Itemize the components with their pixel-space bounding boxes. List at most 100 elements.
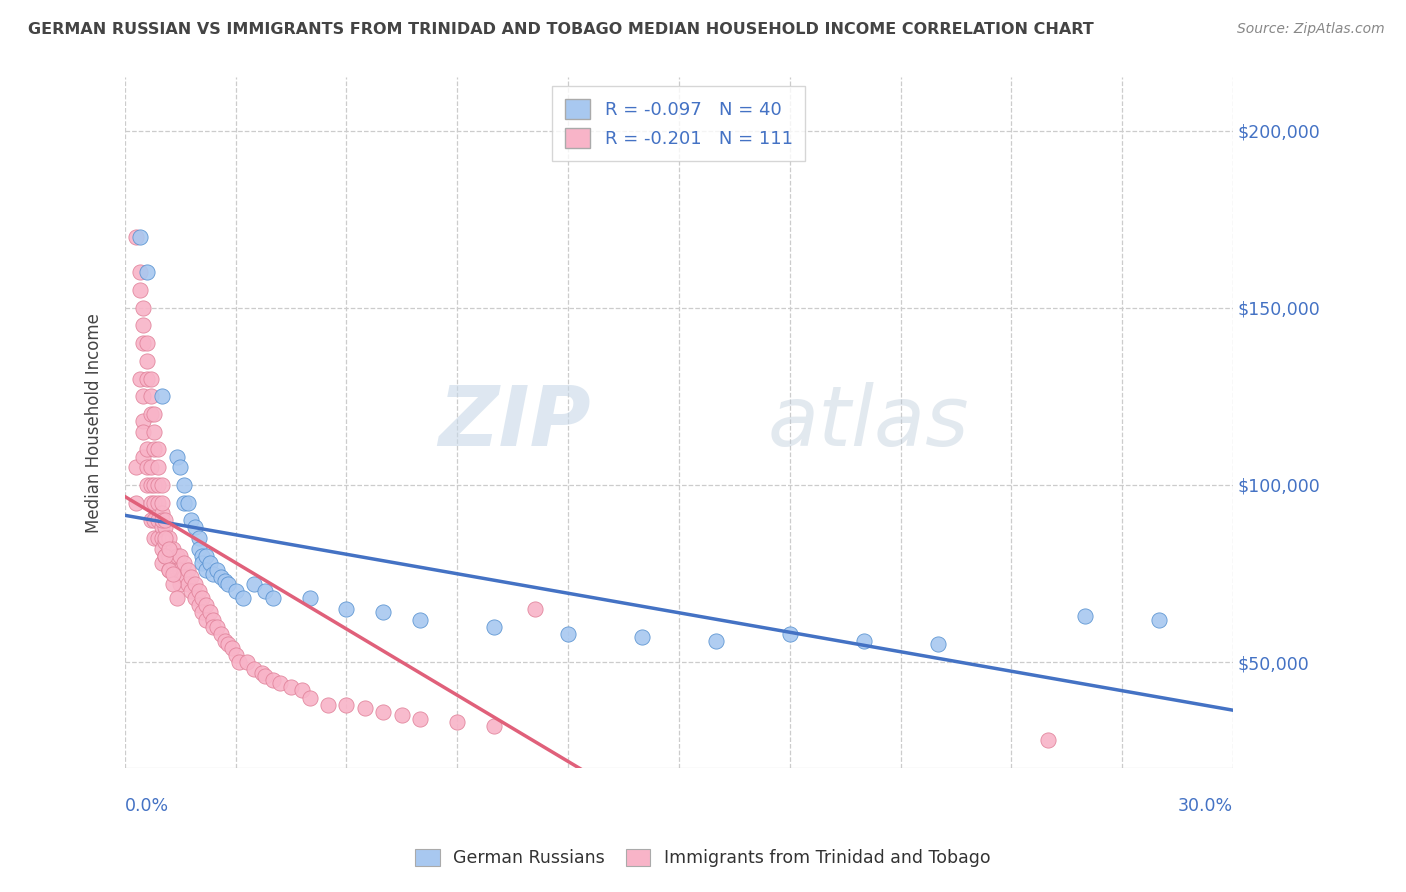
- Point: [225, 648, 247, 662]
- Point: [150, 506, 173, 520]
- Point: [191, 549, 214, 563]
- Point: [446, 715, 468, 730]
- Point: [132, 318, 155, 333]
- Text: 30.0%: 30.0%: [1178, 797, 1233, 814]
- Point: [262, 591, 284, 606]
- Point: [162, 577, 184, 591]
- Point: [173, 570, 195, 584]
- Point: [779, 626, 801, 640]
- Point: [136, 336, 159, 351]
- Point: [125, 460, 148, 475]
- Point: [150, 495, 173, 509]
- Point: [202, 620, 225, 634]
- Point: [166, 563, 188, 577]
- Point: [143, 442, 166, 457]
- Point: [146, 460, 169, 475]
- Point: [187, 584, 209, 599]
- Point: [176, 577, 198, 591]
- Point: [176, 563, 198, 577]
- Point: [162, 566, 184, 581]
- Text: GERMAN RUSSIAN VS IMMIGRANTS FROM TRINIDAD AND TOBAGO MEDIAN HOUSEHOLD INCOME CO: GERMAN RUSSIAN VS IMMIGRANTS FROM TRINID…: [28, 22, 1094, 37]
- Point: [191, 606, 214, 620]
- Point: [139, 478, 162, 492]
- Point: [852, 633, 875, 648]
- Point: [139, 407, 162, 421]
- Point: [157, 563, 180, 577]
- Point: [136, 460, 159, 475]
- Point: [146, 495, 169, 509]
- Point: [228, 655, 250, 669]
- Point: [214, 633, 236, 648]
- Point: [150, 513, 173, 527]
- Point: [143, 478, 166, 492]
- Point: [187, 541, 209, 556]
- Point: [143, 425, 166, 439]
- Point: [180, 570, 202, 584]
- Point: [143, 531, 166, 545]
- Point: [184, 577, 207, 591]
- Point: [136, 265, 159, 279]
- Point: [291, 683, 314, 698]
- Point: [205, 620, 228, 634]
- Point: [136, 442, 159, 457]
- Point: [232, 591, 254, 606]
- Point: [184, 520, 207, 534]
- Point: [1038, 733, 1060, 747]
- Point: [250, 665, 273, 680]
- Point: [195, 599, 218, 613]
- Point: [146, 531, 169, 545]
- Point: [157, 541, 180, 556]
- Point: [136, 371, 159, 385]
- Legend: R = -0.097   N = 40, R = -0.201   N = 111: R = -0.097 N = 40, R = -0.201 N = 111: [553, 87, 806, 161]
- Point: [139, 371, 162, 385]
- Point: [298, 591, 321, 606]
- Point: [214, 574, 236, 588]
- Point: [191, 556, 214, 570]
- Point: [269, 676, 291, 690]
- Point: [143, 495, 166, 509]
- Point: [150, 478, 173, 492]
- Point: [128, 265, 150, 279]
- Point: [162, 556, 184, 570]
- Point: [209, 626, 232, 640]
- Point: [243, 662, 266, 676]
- Point: [132, 389, 155, 403]
- Point: [280, 680, 302, 694]
- Point: [146, 513, 169, 527]
- Point: [128, 371, 150, 385]
- Point: [169, 460, 191, 475]
- Point: [155, 534, 177, 549]
- Point: [254, 584, 277, 599]
- Point: [335, 698, 357, 712]
- Point: [150, 520, 173, 534]
- Point: [335, 602, 357, 616]
- Point: [162, 541, 184, 556]
- Point: [523, 602, 546, 616]
- Point: [235, 655, 257, 669]
- Point: [298, 690, 321, 705]
- Point: [195, 563, 218, 577]
- Text: ZIP: ZIP: [437, 383, 591, 464]
- Point: [704, 633, 727, 648]
- Point: [176, 495, 198, 509]
- Point: [143, 513, 166, 527]
- Point: [354, 701, 377, 715]
- Point: [198, 556, 221, 570]
- Point: [225, 584, 247, 599]
- Point: [243, 577, 266, 591]
- Point: [128, 230, 150, 244]
- Point: [139, 460, 162, 475]
- Point: [150, 556, 173, 570]
- Text: atlas: atlas: [768, 383, 969, 464]
- Point: [155, 549, 177, 563]
- Point: [202, 613, 225, 627]
- Point: [150, 541, 173, 556]
- Point: [1074, 609, 1097, 624]
- Point: [187, 599, 209, 613]
- Text: 0.0%: 0.0%: [125, 797, 169, 814]
- Point: [136, 354, 159, 368]
- Point: [157, 531, 180, 545]
- Point: [484, 719, 506, 733]
- Point: [173, 556, 195, 570]
- Point: [150, 389, 173, 403]
